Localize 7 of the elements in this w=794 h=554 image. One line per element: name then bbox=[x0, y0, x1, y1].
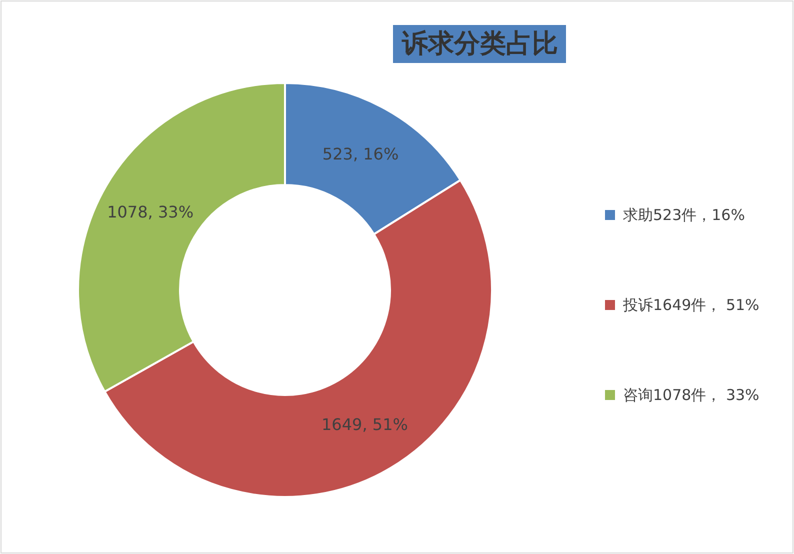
data-label: 523, 16% bbox=[322, 144, 399, 164]
data-label: 1649, 51% bbox=[322, 415, 408, 434]
legend-label: 求助523件，16% bbox=[623, 206, 745, 224]
chart-title: 诉求分类占比 bbox=[401, 29, 558, 59]
legend-label: 投诉1649件， 51% bbox=[622, 296, 760, 314]
legend-label: 咨询1078件， 33% bbox=[623, 386, 760, 404]
data-label: 1078, 33% bbox=[107, 202, 194, 222]
